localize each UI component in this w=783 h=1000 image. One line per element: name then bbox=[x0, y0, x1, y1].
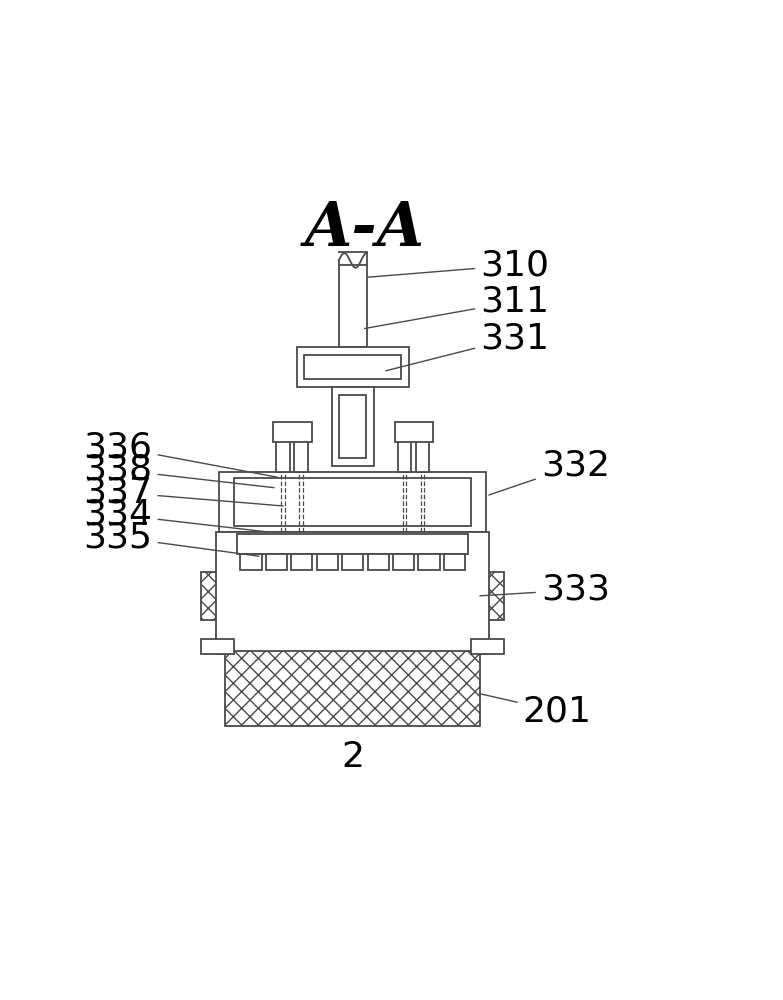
Bar bbox=[297, 347, 409, 387]
Bar bbox=[444, 554, 465, 570]
Bar bbox=[201, 639, 234, 654]
Bar bbox=[276, 429, 290, 472]
Bar bbox=[273, 422, 312, 442]
Text: 336: 336 bbox=[84, 430, 277, 477]
Bar bbox=[393, 554, 414, 570]
Bar bbox=[201, 572, 229, 620]
Text: 333: 333 bbox=[480, 573, 610, 607]
Bar bbox=[317, 554, 338, 570]
Bar bbox=[395, 422, 434, 442]
Bar bbox=[226, 651, 480, 726]
Bar bbox=[339, 395, 366, 458]
Text: 201: 201 bbox=[480, 694, 592, 728]
Bar bbox=[234, 478, 471, 526]
Bar bbox=[416, 429, 429, 472]
Bar bbox=[342, 554, 363, 570]
Bar bbox=[398, 429, 411, 472]
Text: 338: 338 bbox=[83, 453, 274, 488]
Bar bbox=[237, 534, 468, 554]
Bar bbox=[339, 265, 366, 347]
Text: 331: 331 bbox=[386, 321, 549, 371]
Text: 335: 335 bbox=[84, 520, 259, 556]
Text: 310: 310 bbox=[368, 248, 549, 282]
Bar bbox=[294, 429, 308, 472]
Text: A-A: A-A bbox=[305, 199, 425, 259]
Bar bbox=[418, 554, 439, 570]
Bar bbox=[216, 532, 489, 654]
Bar bbox=[216, 635, 489, 654]
Bar bbox=[331, 387, 374, 466]
Text: 337: 337 bbox=[84, 475, 283, 509]
Bar bbox=[266, 554, 287, 570]
Bar bbox=[305, 355, 401, 379]
Text: 2: 2 bbox=[341, 740, 364, 774]
Bar bbox=[471, 639, 504, 654]
Bar bbox=[229, 554, 477, 639]
Bar bbox=[477, 572, 504, 620]
Bar bbox=[367, 554, 388, 570]
Bar bbox=[291, 554, 312, 570]
Text: 332: 332 bbox=[489, 449, 610, 495]
Bar bbox=[240, 554, 262, 570]
Bar bbox=[219, 472, 486, 532]
Text: 334: 334 bbox=[84, 498, 268, 532]
Text: 311: 311 bbox=[365, 285, 549, 329]
